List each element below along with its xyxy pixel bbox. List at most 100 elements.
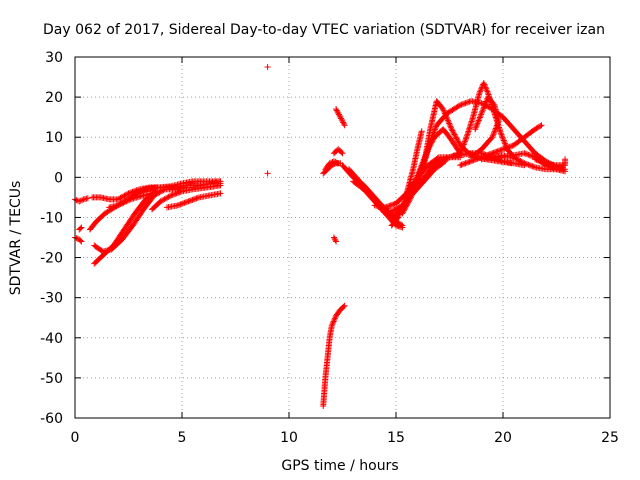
data-point xyxy=(482,99,489,106)
data-point xyxy=(406,197,413,204)
y-tick-label: -50 xyxy=(40,371,63,387)
data-point xyxy=(493,122,500,129)
data-point xyxy=(340,120,347,127)
data-point xyxy=(472,126,479,133)
data-point xyxy=(217,182,224,189)
data-point xyxy=(537,158,544,165)
data-point xyxy=(330,234,337,241)
data-point xyxy=(540,159,547,166)
data-point xyxy=(481,102,488,109)
data-point xyxy=(529,153,536,160)
data-point xyxy=(484,88,491,95)
data-point xyxy=(173,190,180,197)
data-point xyxy=(337,114,344,121)
data-point xyxy=(458,147,465,154)
data-point xyxy=(131,190,138,197)
data-point xyxy=(178,200,185,207)
data-point xyxy=(448,124,455,131)
data-point xyxy=(174,202,181,209)
data-point xyxy=(522,160,529,167)
data-point xyxy=(460,141,467,148)
data-point xyxy=(440,107,447,114)
data-point xyxy=(458,145,465,152)
data-point xyxy=(457,102,464,109)
data-point xyxy=(450,130,457,137)
y-tick-label: 0 xyxy=(54,170,63,186)
data-point xyxy=(529,163,536,170)
data-point xyxy=(180,200,187,207)
data-point xyxy=(435,158,442,165)
data-point xyxy=(448,126,455,133)
data-point xyxy=(338,149,345,156)
data-point xyxy=(446,154,453,161)
data-point xyxy=(177,188,184,195)
data-point xyxy=(444,116,451,123)
data-point xyxy=(384,203,391,210)
data-point xyxy=(461,100,468,107)
data-point xyxy=(418,128,425,135)
data-point xyxy=(454,136,461,143)
data-point xyxy=(139,187,146,194)
data-point xyxy=(451,131,458,138)
data-point xyxy=(480,105,487,112)
data-point xyxy=(395,212,402,219)
data-point xyxy=(446,120,453,127)
data-point xyxy=(473,156,480,163)
data-point xyxy=(501,145,508,152)
data-point xyxy=(489,134,496,141)
data-point xyxy=(338,115,345,122)
data-point xyxy=(441,156,448,163)
data-point xyxy=(528,162,535,169)
data-point xyxy=(475,118,482,125)
data-point xyxy=(483,85,490,92)
data-point xyxy=(520,159,527,166)
data-point xyxy=(457,150,464,157)
data-point xyxy=(462,160,469,167)
grid-lines xyxy=(75,57,610,418)
data-point xyxy=(135,188,142,195)
data-point xyxy=(440,106,447,113)
data-point xyxy=(341,302,348,309)
data-point xyxy=(335,111,342,118)
data-point xyxy=(407,195,414,202)
data-point xyxy=(402,203,409,210)
data-point xyxy=(455,139,462,146)
data-point xyxy=(492,126,499,133)
data-point xyxy=(193,195,200,202)
data-point xyxy=(126,197,133,204)
data-point xyxy=(333,238,340,245)
data-point xyxy=(490,131,497,138)
data-point xyxy=(459,101,466,108)
data-point xyxy=(134,189,141,196)
data-point xyxy=(336,112,343,119)
data-point xyxy=(538,158,545,165)
data-point xyxy=(120,199,127,206)
data-point xyxy=(77,197,84,204)
data-point xyxy=(400,207,407,214)
data-point xyxy=(328,159,335,166)
data-point xyxy=(485,94,492,101)
data-point xyxy=(450,152,457,159)
data-point xyxy=(330,158,337,165)
data-point xyxy=(479,107,486,114)
y-tick-label: -20 xyxy=(40,251,63,267)
data-point xyxy=(217,190,224,197)
data-point xyxy=(491,128,498,135)
data-point xyxy=(405,199,412,206)
data-point xyxy=(533,156,540,163)
data-point xyxy=(452,132,459,139)
data-point xyxy=(174,189,181,196)
data-point xyxy=(76,198,83,205)
data-point xyxy=(441,109,448,116)
data-point xyxy=(399,224,406,231)
data-point xyxy=(497,147,504,154)
data-point xyxy=(438,157,445,164)
data-point xyxy=(124,191,131,198)
data-point xyxy=(525,161,532,168)
data-point xyxy=(504,144,511,151)
data-point xyxy=(405,198,412,205)
data-point xyxy=(524,151,531,158)
y-tick-label: -30 xyxy=(40,291,63,307)
data-point xyxy=(116,201,123,208)
